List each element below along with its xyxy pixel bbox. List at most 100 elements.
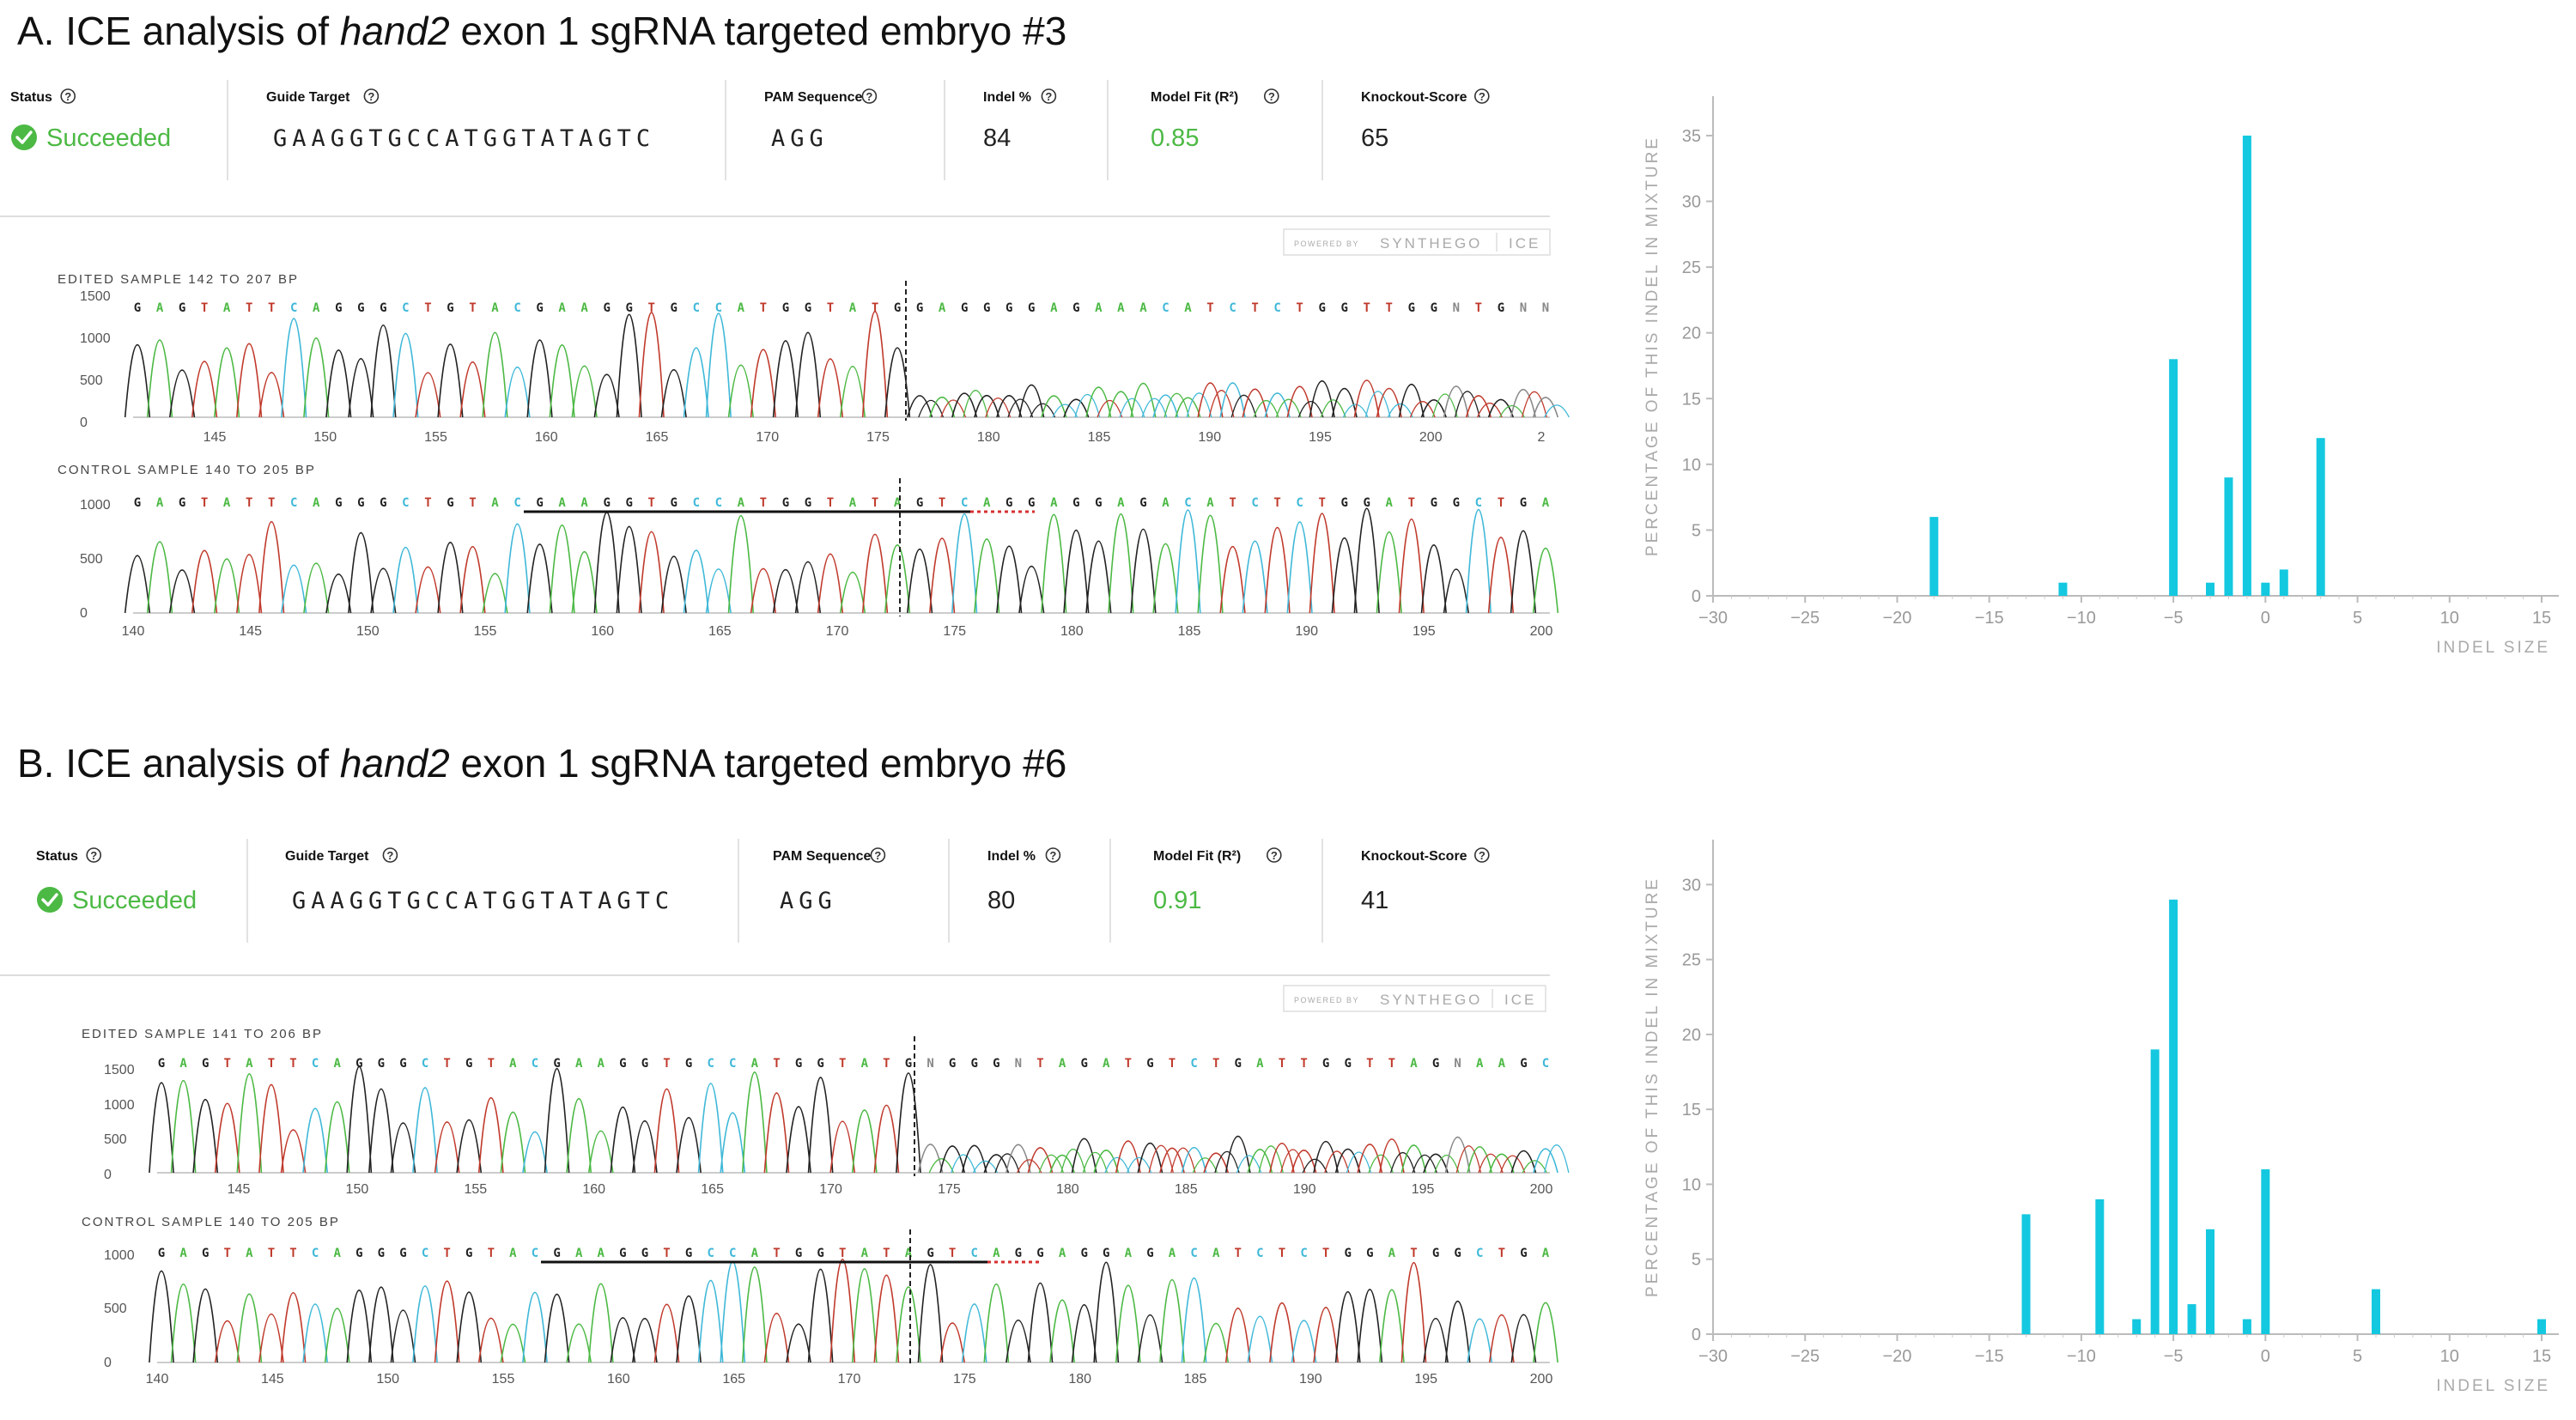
trace-y-tick: 1500 (80, 289, 111, 304)
trace-peak (348, 357, 374, 418)
trace-peak (1115, 1140, 1141, 1174)
trace-peak (1400, 1261, 1427, 1363)
base-call: A (849, 496, 857, 510)
trace-peak (459, 546, 486, 614)
indel-bar (2150, 1049, 2160, 1334)
trace-peak (1074, 393, 1101, 418)
base-call: G (399, 1247, 406, 1260)
base-call: C (1476, 1247, 1483, 1260)
trace-peak (1443, 568, 1469, 614)
y-axis-label: PERCENTAGE OF THIS INDEL IN MIXTURE (1643, 877, 1662, 1297)
base-call: T (224, 1247, 231, 1260)
trace-peak (1510, 1150, 1537, 1174)
trace-peak (974, 395, 1000, 418)
base-call: T (827, 301, 834, 315)
indel-bar (2316, 438, 2325, 596)
x-tick-label: −5 (2164, 609, 2184, 628)
indel-bar (2206, 1229, 2215, 1334)
base-call: G (380, 496, 386, 510)
indel-histogram-a: 0 5 10 15 20 25 30 35 −30 −25 −20 −15 −10 −5 0 5 10 15 IND… (1643, 96, 2559, 657)
base-call: T (1300, 1057, 1307, 1071)
y-tick-label: 35 (1682, 127, 1701, 146)
trace-peak (1049, 1299, 1075, 1363)
base-call: G (782, 301, 789, 315)
base-call: G (1235, 1057, 1242, 1071)
x-tick-label: −25 (1790, 1347, 1820, 1366)
base-call: A (509, 1247, 517, 1260)
svg-text:?: ? (90, 849, 97, 862)
indel-bar (2058, 582, 2068, 596)
base-call: G (971, 1057, 978, 1071)
base-call: G (1036, 1247, 1043, 1260)
fit-value: 0.85 (1151, 124, 1199, 152)
fit-label: Model Fit (R²) (1151, 90, 1238, 105)
base-call: A (1410, 1057, 1418, 1071)
trace-peak (929, 397, 956, 418)
base-call: C (1162, 301, 1169, 315)
trace-peak (593, 373, 620, 418)
trace-peak (1197, 514, 1224, 614)
base-call: G (1520, 1247, 1527, 1260)
status-label: Status (10, 90, 52, 105)
base-call: T (1036, 1057, 1043, 1071)
ko-label: Knockout-Score (1361, 90, 1467, 105)
trace-peak (1309, 379, 1335, 418)
trace-peak (566, 1323, 592, 1363)
trace-peak (996, 395, 1023, 418)
trace-x-tick: 140 (122, 624, 145, 639)
trace-peak (1434, 1155, 1460, 1174)
synthego-ice-badge: POWERED BY SYNTHEGO ICE (1283, 985, 1546, 1012)
base-call: A (333, 1247, 341, 1260)
trace-x-tick: 155 (464, 1182, 487, 1197)
trace-peak (873, 1274, 900, 1363)
trace-peak (794, 331, 822, 418)
trace-peak (214, 1320, 240, 1363)
trace-peak (683, 549, 709, 614)
base-call: G (619, 1247, 626, 1260)
ko-label: Knockout-Score (1361, 849, 1467, 864)
indel-bar (1929, 517, 1939, 596)
base-call: G (1103, 1247, 1109, 1260)
trace-peak (653, 1303, 680, 1363)
base-call: T (663, 1057, 670, 1071)
trace-peak (1126, 1156, 1152, 1174)
base-call: C (729, 1247, 736, 1260)
fit-value: 0.91 (1153, 887, 1201, 914)
y-tick-label: 20 (1682, 1026, 1701, 1045)
trace-x-tick: 200 (1530, 1182, 1553, 1197)
base-call: C (312, 1057, 319, 1071)
trace-peak (1465, 509, 1492, 614)
title-gene: hand2 (340, 741, 450, 786)
trace-peak (786, 1106, 811, 1174)
trace-x-tick: 170 (838, 1372, 861, 1387)
base-call: G (1344, 1247, 1351, 1260)
base-call: C (402, 301, 409, 315)
base-call: T (424, 496, 431, 510)
trace-peak (348, 532, 374, 614)
trace-peak (763, 1092, 790, 1174)
trace-peak (1291, 1150, 1317, 1174)
base-call: A (1388, 1247, 1396, 1260)
control-sample-label: CONTROL SAMPLE 140 TO 205 BP (58, 463, 316, 477)
trace-peak (786, 1323, 811, 1363)
trace-peak (1510, 1314, 1537, 1363)
base-call: G (949, 1057, 956, 1071)
svg-text:?: ? (1479, 90, 1485, 103)
base-call: C (715, 301, 722, 315)
trace-peak (1420, 544, 1447, 614)
trace-peak (281, 318, 307, 418)
trace-peak (146, 339, 173, 418)
trace-peak (1258, 1145, 1284, 1174)
trace-x-tick: 150 (376, 1372, 399, 1387)
svg-text:?: ? (1045, 90, 1052, 103)
base-call: C (693, 496, 700, 510)
trace-peak (961, 1144, 987, 1174)
trace-peak (214, 1102, 240, 1174)
base-call: A (313, 301, 320, 315)
trace-peak (1431, 393, 1458, 418)
base-call: A (509, 1057, 517, 1071)
trace-peak (676, 1117, 702, 1174)
trace-x-tick: 155 (492, 1372, 515, 1387)
trace-peak (1280, 1149, 1306, 1174)
trace-peak (1018, 566, 1045, 614)
